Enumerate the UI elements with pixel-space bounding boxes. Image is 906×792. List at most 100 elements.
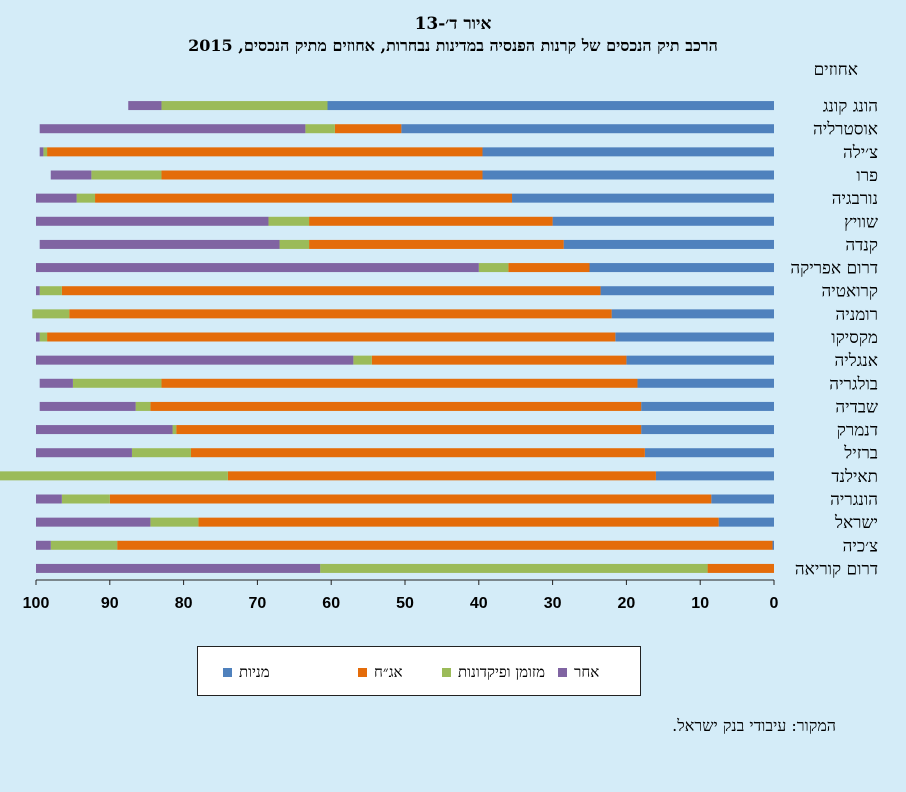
x-tick-label: 40	[470, 595, 488, 612]
legend-label: אג״ח	[374, 663, 403, 681]
bar-segment	[161, 101, 328, 111]
category-label: קרואטיה	[821, 282, 878, 302]
x-tick-label: 80	[175, 595, 193, 612]
legend-swatch	[442, 668, 451, 677]
x-tick-label: 0	[770, 595, 779, 612]
bar-segment	[61, 286, 601, 296]
chart-title: איור ד׳-13	[414, 14, 492, 34]
x-tick-label: 90	[101, 595, 119, 612]
bar-segment	[91, 170, 162, 180]
bar-segment	[655, 471, 774, 481]
bar-segment	[50, 170, 92, 180]
category-label: קנדה	[845, 235, 878, 255]
bar-segment	[36, 517, 151, 527]
bar-segment	[39, 239, 280, 249]
legend-item: אחר	[558, 663, 599, 682]
bar-segment	[327, 101, 774, 111]
bar-segment	[309, 216, 553, 226]
bar-segment	[43, 147, 48, 157]
category-label: דנמרק	[837, 421, 878, 441]
bar-segment	[32, 309, 70, 319]
bar-segment	[39, 401, 136, 411]
category-label: אוסטרליה	[813, 120, 878, 140]
category-label: תאילנד	[831, 467, 878, 487]
bar-segment	[589, 263, 774, 273]
source-note: המקור: עיבודי בנק ישראל.	[672, 716, 836, 735]
bar-segment	[190, 448, 645, 458]
category-label: צ׳כיה	[843, 536, 878, 556]
bar-segment	[512, 193, 774, 203]
bar-segment	[600, 286, 774, 296]
bar-segment	[268, 216, 310, 226]
x-tick-label: 50	[396, 595, 414, 612]
bar-segment	[72, 378, 162, 388]
bar-segment	[482, 147, 774, 157]
bar-segment	[641, 401, 774, 411]
legend-swatch	[223, 668, 232, 677]
bar-segment	[198, 517, 719, 527]
category-label: הונגריה	[830, 490, 878, 510]
category-label: שוויץ	[844, 212, 878, 232]
bar-segment	[76, 193, 96, 203]
legend-item: מזומן ופיקדונות	[442, 663, 545, 682]
legend-swatch	[558, 668, 567, 677]
bar-segment	[227, 471, 656, 481]
bar-segment	[36, 448, 132, 458]
bar-segment	[150, 401, 642, 411]
bar-segment	[353, 355, 372, 365]
bar-segment	[305, 124, 335, 134]
bar-segment	[552, 216, 774, 226]
category-label: רומניה	[835, 305, 878, 325]
category-label: פרו	[856, 166, 878, 186]
bar-segment	[135, 401, 151, 411]
bar-segment	[39, 124, 306, 134]
category-label: בולגריה	[829, 374, 878, 394]
bar-segment	[36, 193, 77, 203]
category-label: דרום קוריאה	[795, 559, 878, 579]
x-tick-label: 10	[691, 595, 709, 612]
x-tick-label: 20	[618, 595, 636, 612]
category-label: ברזיל	[843, 444, 878, 464]
bar-segment	[39, 332, 48, 342]
bar-segment	[47, 147, 483, 157]
bar-segment	[707, 563, 774, 573]
bar-segment	[36, 563, 321, 573]
legend-item: מניות	[223, 663, 270, 682]
bar-segment	[176, 425, 642, 435]
bar-segment	[718, 517, 774, 527]
bar-segment	[626, 355, 774, 365]
bar-segment	[47, 332, 616, 342]
bar-segment	[482, 170, 774, 180]
bar-segment	[117, 540, 773, 550]
bar-segment	[508, 263, 590, 273]
category-label: הונג קונג	[823, 97, 878, 117]
bar-segment	[50, 540, 118, 550]
bar-segment	[36, 332, 40, 342]
category-label: אנגליה	[834, 351, 878, 371]
bar-segment	[36, 540, 51, 550]
bar-segment	[39, 286, 62, 296]
bar-segment	[131, 448, 191, 458]
bar-segment	[772, 540, 774, 550]
bar-segment	[644, 448, 774, 458]
bar-segment	[641, 425, 774, 435]
bar-segment	[279, 239, 310, 249]
bar-segment	[320, 563, 708, 573]
bar-segment	[61, 494, 110, 504]
x-tick-label: 30	[544, 595, 562, 612]
category-label: ישראל	[834, 513, 878, 533]
category-label: נורבגיה	[832, 189, 878, 209]
bar-segment	[150, 517, 199, 527]
bar-chart: הונג קונג אוסטרליה צ׳ילה פרו נורבגיה שוויץ קנד…	[0, 97, 878, 612]
bar-segment	[563, 239, 774, 249]
bar-segment	[39, 378, 73, 388]
bar-segment	[615, 332, 774, 342]
bar-segment	[637, 378, 774, 388]
bar-segment	[401, 124, 774, 134]
bar-segment	[478, 263, 509, 273]
legend-swatch	[358, 668, 367, 677]
category-label: מקסיקו	[831, 328, 878, 348]
bar-segment	[36, 263, 479, 273]
bar-segment	[36, 216, 269, 226]
legend-label: אחר	[574, 663, 600, 681]
